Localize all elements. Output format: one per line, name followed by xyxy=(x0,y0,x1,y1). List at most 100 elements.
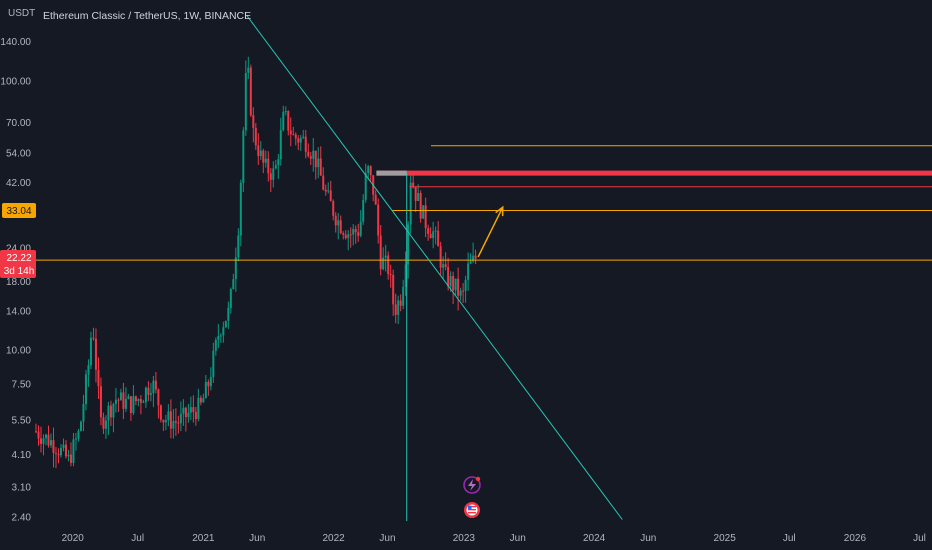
candle-body xyxy=(124,398,127,409)
candle-body xyxy=(52,440,55,453)
candle-body xyxy=(467,263,470,280)
candle-body xyxy=(144,387,147,403)
x-tick-label: Jun xyxy=(640,533,656,544)
candle-body xyxy=(242,130,245,183)
badge-33: 33.04 xyxy=(2,202,36,218)
candle-body xyxy=(37,431,40,439)
candle-body xyxy=(447,266,450,287)
time-axis[interactable]: 2020 Jul 2021 Jun 2022 Jun 2023 Jun 2024 Jun 2025 J… xyxy=(62,533,926,544)
candle-body xyxy=(427,228,430,235)
candle-body xyxy=(82,404,85,422)
lightning-icon[interactable] xyxy=(463,476,481,494)
projection-arrow-shaft xyxy=(477,206,504,258)
x-tick-label: Jun xyxy=(510,533,526,544)
candle-body xyxy=(462,290,465,292)
candle-body xyxy=(247,67,250,73)
candle-body xyxy=(202,398,205,403)
candle-body xyxy=(127,396,130,399)
candle-body xyxy=(437,230,440,247)
candle-body xyxy=(164,420,167,423)
candle-body xyxy=(369,166,372,176)
candle-body xyxy=(357,232,360,236)
price-axis[interactable]: 140.00 100.00 70.00 54.00 42.00 24.00 18.00 14.… xyxy=(0,37,31,523)
candle-body xyxy=(444,264,447,267)
candle-body xyxy=(42,438,45,444)
candle-body xyxy=(249,67,252,116)
symbol-title[interactable]: Ethereum Classic / TetherUS, 1W, BINANCE xyxy=(43,10,251,22)
candle-body xyxy=(452,275,455,291)
candle-body xyxy=(167,411,170,421)
candle-body xyxy=(177,422,180,424)
candle-body xyxy=(199,397,202,403)
candle-body xyxy=(309,156,312,159)
candle-body xyxy=(174,421,177,423)
candle-body xyxy=(154,380,157,390)
candle-body xyxy=(142,402,145,404)
x-tick-label: 2022 xyxy=(322,533,345,544)
candle-body xyxy=(252,115,255,128)
candle-body xyxy=(289,130,292,135)
candle-body xyxy=(282,111,285,131)
y-tick-label: 140.00 xyxy=(0,37,31,48)
candle-body xyxy=(324,189,327,192)
candle-body xyxy=(332,201,335,216)
candle-body xyxy=(394,304,397,315)
candle-body xyxy=(132,396,135,414)
candle-body xyxy=(169,411,172,429)
candle-body xyxy=(197,397,200,420)
candle-body xyxy=(244,72,247,131)
candle-body xyxy=(67,454,70,457)
candle-body xyxy=(217,335,220,340)
candle-body xyxy=(344,234,347,239)
y-tick-label: 100.00 xyxy=(0,77,31,88)
candle-body xyxy=(212,350,215,378)
candle-body xyxy=(159,405,162,420)
candle-body xyxy=(39,438,42,444)
candle-body xyxy=(239,182,242,236)
candle-body xyxy=(269,173,272,180)
flag-icon[interactable] xyxy=(464,502,480,518)
candle-body xyxy=(424,205,427,229)
candle-body xyxy=(352,229,355,235)
currency-label: USDT xyxy=(8,8,35,19)
candle-body xyxy=(382,257,385,270)
candle-body xyxy=(222,327,225,336)
candle-body xyxy=(327,190,330,192)
x-tick-label: 2021 xyxy=(192,533,215,544)
candle-body xyxy=(347,234,350,239)
candle-body xyxy=(114,399,117,404)
candle-body xyxy=(234,257,237,280)
candle-body xyxy=(274,165,277,169)
candle-body xyxy=(307,151,310,157)
candle-body xyxy=(419,193,422,219)
candle-body xyxy=(129,396,132,414)
candle-body xyxy=(334,215,337,226)
x-tick-label: 2023 xyxy=(453,533,476,544)
candle-body xyxy=(329,190,332,202)
x-tick-label: 2025 xyxy=(714,533,737,544)
candle-body xyxy=(179,413,182,424)
candle-body xyxy=(377,204,380,236)
candle-body xyxy=(232,279,235,290)
candle-body xyxy=(77,430,80,439)
candle-body xyxy=(384,255,387,258)
candle-body xyxy=(279,130,282,160)
candle-body xyxy=(227,307,230,321)
current-price-box xyxy=(0,250,36,278)
y-tick-label: 24.00 xyxy=(6,243,31,254)
candle-body xyxy=(314,150,317,168)
candle-body xyxy=(152,380,155,394)
candle-body xyxy=(72,439,75,463)
y-tick-label: 42.00 xyxy=(6,178,31,189)
candle-body xyxy=(392,274,395,305)
candle-body xyxy=(439,246,442,268)
candle-body xyxy=(337,220,340,226)
candle-body xyxy=(149,393,152,395)
y-tick-label: 5.50 xyxy=(12,416,32,427)
candle-body xyxy=(184,407,187,418)
descending-trendline xyxy=(246,15,623,520)
candle-body xyxy=(209,377,212,387)
candle-body xyxy=(472,255,475,262)
